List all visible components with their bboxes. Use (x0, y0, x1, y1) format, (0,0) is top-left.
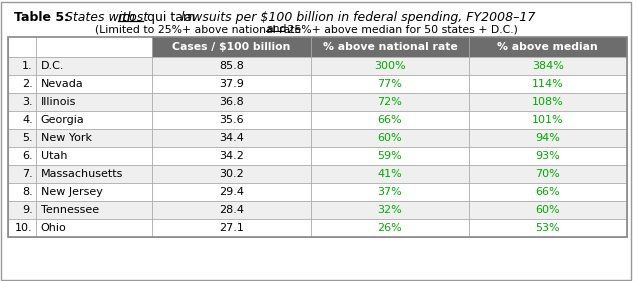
Text: 35.6: 35.6 (219, 115, 244, 125)
Text: 1.: 1. (22, 61, 33, 71)
Bar (8, 147, 626, 165)
Text: 7.: 7. (22, 169, 33, 179)
Bar (8, 93, 626, 111)
Text: States with: States with (61, 11, 139, 24)
Text: most: most (118, 11, 149, 24)
Text: 37.9: 37.9 (219, 79, 244, 89)
Text: lawsuits per $100 billion in federal spending, FY2008–17: lawsuits per $100 billion in federal spe… (181, 11, 536, 24)
Text: 30.2: 30.2 (219, 169, 244, 179)
Bar (8, 183, 626, 201)
Text: % above national rate: % above national rate (322, 42, 457, 52)
Text: 32%: 32% (378, 205, 403, 215)
Text: (Limited to 25%+ above national rate: (Limited to 25%+ above national rate (95, 24, 305, 34)
Text: 108%: 108% (532, 97, 563, 107)
Text: 77%: 77% (378, 79, 403, 89)
Text: 29.4: 29.4 (219, 187, 244, 197)
Text: Ohio: Ohio (41, 223, 67, 233)
Text: 37%: 37% (378, 187, 403, 197)
Text: 5.: 5. (22, 133, 33, 143)
Bar (8, 57, 626, 75)
Text: 2.: 2. (22, 79, 33, 89)
Text: Tennessee: Tennessee (41, 205, 99, 215)
Text: 6.: 6. (22, 151, 33, 161)
Text: 27.1: 27.1 (219, 223, 244, 233)
Text: 53%: 53% (536, 223, 560, 233)
Bar (469, 37, 626, 57)
Text: Cases / $100 billion: Cases / $100 billion (172, 42, 291, 52)
Text: 93%: 93% (536, 151, 560, 161)
Text: 41%: 41% (378, 169, 403, 179)
Text: 10.: 10. (15, 223, 33, 233)
Text: 4.: 4. (22, 115, 33, 125)
Text: 70%: 70% (536, 169, 560, 179)
Bar (153, 37, 311, 57)
Bar (8, 165, 626, 183)
Text: Nevada: Nevada (41, 79, 83, 89)
Text: and: and (266, 24, 286, 34)
Text: 66%: 66% (536, 187, 560, 197)
Bar (8, 111, 626, 129)
Text: 3.: 3. (22, 97, 33, 107)
Text: 34.2: 34.2 (219, 151, 244, 161)
Text: 25%+ above median for 50 states + D.C.): 25%+ above median for 50 states + D.C.) (284, 24, 518, 34)
Text: Massachusetts: Massachusetts (41, 169, 123, 179)
Text: 300%: 300% (374, 61, 406, 71)
Text: 66%: 66% (378, 115, 402, 125)
Text: 85.8: 85.8 (219, 61, 244, 71)
Bar (8, 129, 626, 147)
Text: D.C.: D.C. (41, 61, 64, 71)
Text: 384%: 384% (532, 61, 563, 71)
Text: 34.4: 34.4 (219, 133, 244, 143)
Text: 114%: 114% (532, 79, 563, 89)
Text: Utah: Utah (41, 151, 67, 161)
Bar (8, 75, 626, 93)
Text: % above median: % above median (497, 42, 598, 52)
Text: 60%: 60% (378, 133, 402, 143)
Text: Illinois: Illinois (41, 97, 76, 107)
Text: 72%: 72% (378, 97, 403, 107)
Text: 8.: 8. (22, 187, 33, 197)
Text: 101%: 101% (532, 115, 563, 125)
Text: Georgia: Georgia (41, 115, 85, 125)
Text: 9.: 9. (22, 205, 33, 215)
Text: 28.4: 28.4 (219, 205, 244, 215)
Text: 36.8: 36.8 (219, 97, 244, 107)
Bar (8, 219, 626, 237)
Text: 60%: 60% (536, 205, 560, 215)
Text: 26%: 26% (378, 223, 403, 233)
Text: qui tam: qui tam (144, 11, 200, 24)
Text: New York: New York (41, 133, 92, 143)
Text: Table 5:: Table 5: (14, 11, 69, 24)
Text: New Jersey: New Jersey (41, 187, 102, 197)
Text: 59%: 59% (378, 151, 403, 161)
Bar (8, 201, 626, 219)
Text: 94%: 94% (536, 133, 560, 143)
Bar (8, 37, 626, 237)
Bar (311, 37, 469, 57)
